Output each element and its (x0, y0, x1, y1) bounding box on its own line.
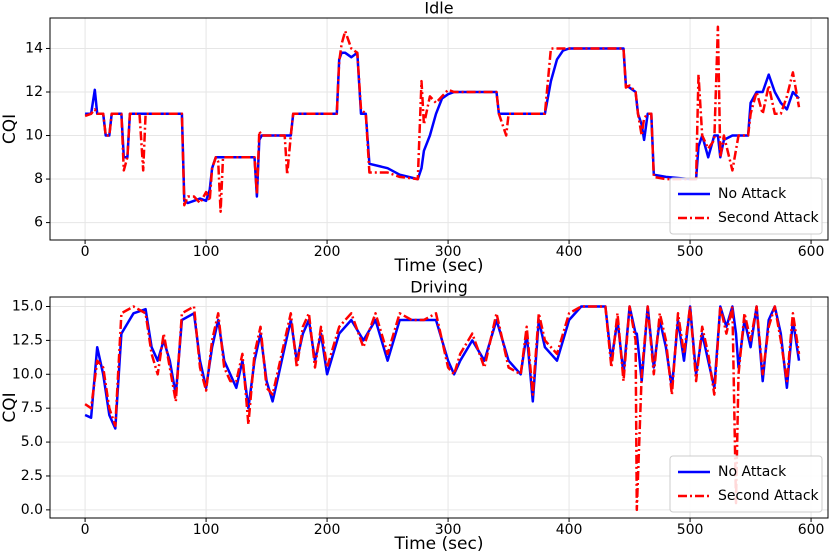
x-tick-label: 100 (193, 244, 220, 260)
x-tick-label: 400 (556, 244, 583, 260)
x-axis-label: Time (sec) (394, 534, 484, 554)
legend-label: Second Attack (718, 488, 820, 504)
y-tick-label: 15.0 (12, 298, 43, 314)
x-tick-label: 0 (81, 244, 90, 260)
x-tick-label: 600 (798, 522, 825, 538)
legend: No Attack Second Attack (669, 455, 823, 513)
plot-frame (49, 296, 829, 519)
series-line (84, 305, 801, 512)
x-tick-label: 600 (798, 244, 825, 260)
series-line (84, 25, 801, 213)
y-axis-label: CQI (0, 114, 20, 144)
legend-label: Second Attack (718, 210, 820, 226)
y-tick-label: 8 (34, 171, 43, 187)
subplot-title: Idle (424, 0, 453, 18)
y-tick-label: 5.0 (21, 434, 43, 450)
legend-label: No Attack (718, 186, 787, 202)
subplot: Idle Time (sec) CQI 0 100 200 300 400 500 600 6 8 10… (0, 0, 829, 276)
legend-box (669, 455, 823, 513)
x-tick-label: 100 (193, 522, 220, 538)
y-tick-label: 0.0 (21, 502, 43, 518)
y-tick-label: 12 (25, 84, 43, 100)
x-tick-label: 300 (435, 244, 462, 260)
x-tick-label: 0 (81, 522, 90, 538)
y-tick-label: 10 (25, 128, 43, 144)
y-tick-label: 6 (34, 215, 43, 231)
x-tick-label: 200 (314, 244, 341, 260)
subplot: Driving Time (sec) CQI 0 100 200 300 400 500 600 0… (0, 278, 829, 554)
x-tick-label: 200 (314, 522, 341, 538)
legend: No Attack Second Attack (669, 177, 823, 235)
x-tick-label: 400 (556, 522, 583, 538)
plot-frame (49, 17, 829, 241)
x-tick-label: 500 (677, 244, 704, 260)
y-tick-label: 10.0 (12, 366, 43, 382)
x-tick-label: 500 (677, 522, 704, 538)
y-tick-label: 12.5 (12, 332, 43, 348)
legend-box (669, 177, 823, 235)
y-tick-label: 7.5 (21, 400, 43, 416)
x-axis-label: Time (sec) (394, 256, 484, 276)
y-tick-label: 2.5 (21, 468, 43, 484)
y-axis-label: CQI (0, 392, 20, 422)
x-tick-label: 300 (435, 522, 462, 538)
subplot-title: Driving (410, 278, 468, 297)
y-tick-label: 14 (25, 40, 43, 56)
legend-label: No Attack (718, 464, 787, 480)
